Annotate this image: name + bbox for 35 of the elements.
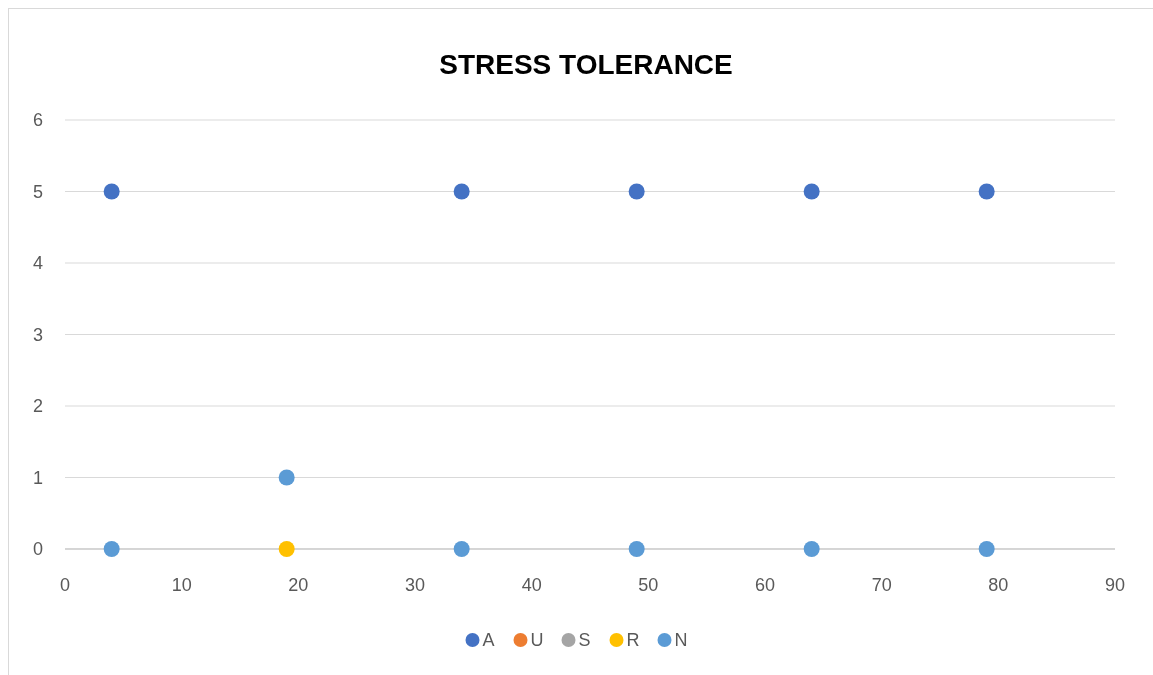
y-tick-label: 2 [32, 396, 43, 417]
point [978, 183, 995, 200]
x-tick-label: 90 [1104, 575, 1126, 595]
point [453, 541, 470, 557]
y-tick-label: 5 [32, 181, 43, 202]
x-tick-label: 60 [754, 575, 776, 595]
point [453, 183, 470, 200]
chart-title: STRESS TOLERANCE [439, 49, 733, 80]
legend-label: R [626, 630, 640, 651]
legend-label: U [530, 630, 544, 651]
point [278, 469, 295, 486]
point [628, 183, 645, 200]
point [628, 541, 645, 557]
y-tick-label: 4 [32, 253, 43, 274]
point [278, 541, 295, 557]
y-tick-label: 0 [32, 539, 43, 560]
point [103, 541, 120, 557]
point [103, 183, 120, 200]
x-tick-label: 70 [871, 575, 892, 595]
y-tick-label: 1 [32, 467, 43, 488]
legend-label: N [674, 630, 688, 651]
point [803, 541, 820, 557]
x-tick-label: 20 [288, 575, 309, 595]
point [978, 541, 995, 557]
x-tick-label: 50 [638, 575, 659, 595]
y-tick-label: 6 [32, 110, 43, 131]
legend-label: A [482, 630, 495, 651]
x-tick-label: 40 [521, 575, 542, 595]
legend-label: S [578, 630, 591, 651]
y-tick-label: 3 [32, 324, 43, 345]
point [803, 183, 820, 200]
x-tick-label: 0 [59, 575, 71, 595]
x-tick-label: 10 [171, 575, 192, 595]
x-tick-label: 80 [988, 575, 1009, 595]
x-tick-label: 30 [404, 575, 426, 595]
